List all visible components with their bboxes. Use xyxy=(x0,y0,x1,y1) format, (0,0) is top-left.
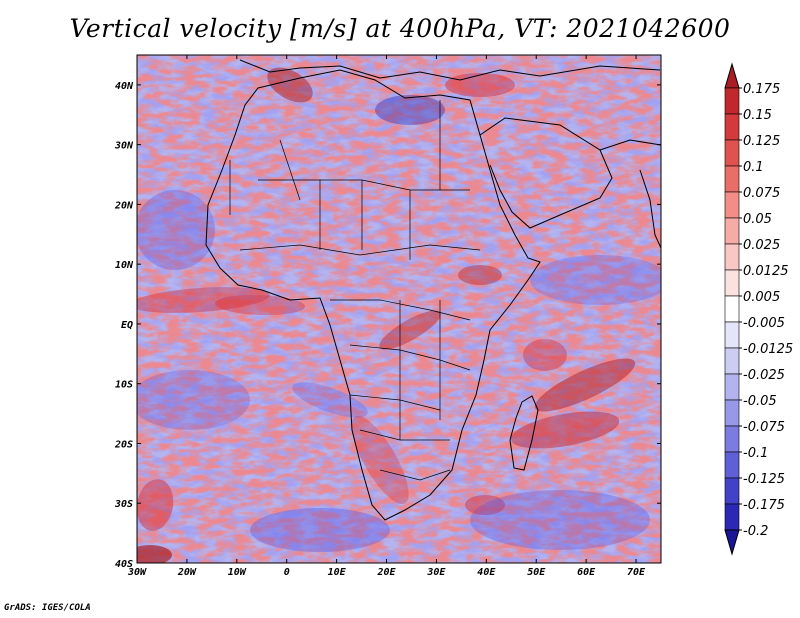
y-tick-label: 20S xyxy=(114,439,133,450)
field-patch xyxy=(375,95,445,125)
colorbar-label: -0.1 xyxy=(743,446,768,461)
field-patch xyxy=(470,490,650,550)
ascent-texture xyxy=(137,55,661,563)
y-tick-label: EQ xyxy=(121,320,133,331)
y-tick-label: 30S xyxy=(114,499,133,510)
country-borders xyxy=(229,100,481,481)
field-patch xyxy=(292,382,368,418)
madagascar xyxy=(509,395,539,471)
colorbar-box xyxy=(724,191,740,219)
colorbar-min-triangle xyxy=(724,529,740,556)
x-tick-label: 20E xyxy=(376,567,396,578)
europe-coast xyxy=(239,59,661,81)
colorbar-box xyxy=(724,477,740,505)
colorbar-label: 0.175 xyxy=(743,82,780,97)
y-tick-label: 10N xyxy=(115,260,134,271)
colorbar-box xyxy=(724,347,740,375)
y-tick-label: 40N xyxy=(115,81,134,92)
y-tick-label: 40S xyxy=(115,559,133,570)
velocity-field xyxy=(137,55,661,563)
field-patch xyxy=(523,339,567,371)
colorbar-box xyxy=(724,399,740,427)
colorbar-box xyxy=(724,165,740,193)
field-patch xyxy=(458,265,502,285)
field-patch xyxy=(445,73,515,97)
field-patch xyxy=(379,310,441,350)
colorbar-max-triangle xyxy=(724,62,740,89)
field-patch xyxy=(137,545,172,563)
field-patch xyxy=(351,415,409,505)
x-tick-label: 30E xyxy=(426,567,446,578)
colorbar-box xyxy=(724,295,740,323)
field-patch xyxy=(137,287,270,313)
x-tick-label: 20W xyxy=(177,567,197,578)
x-tick-label: 10E xyxy=(328,567,347,578)
colorbar-box xyxy=(724,451,740,479)
colorbar-label: -0.0125 xyxy=(743,342,793,357)
colorbar-box xyxy=(724,269,740,297)
credit-label: GrADS: IGES/COLA xyxy=(4,603,91,613)
colorbar-legend: 0.175 0.15 0.125 0.1 0.075 0.05 0.025 0.0125 0.0… xyxy=(724,62,793,556)
colorbar-label: 0.125 xyxy=(743,134,780,149)
colorbar-box xyxy=(724,243,740,271)
india-coast xyxy=(639,169,661,249)
map-frame xyxy=(136,54,662,564)
field-patch xyxy=(530,255,661,305)
colorbar-label: -0.05 xyxy=(743,394,777,409)
colorbar-box xyxy=(724,373,740,401)
x-tick-label: 70E xyxy=(627,567,646,578)
x-tick-label: 10W xyxy=(228,567,247,578)
colorbar-label: 0.025 xyxy=(743,238,780,253)
colorbar-box xyxy=(724,425,740,453)
colorbar-box xyxy=(724,139,740,167)
x-axis-ticks: 30W 20W 10W 0 10E 20E 30E 40E 50E 60E 70E xyxy=(127,55,646,578)
colorbar-label: 0.15 xyxy=(743,108,772,123)
field-patch xyxy=(137,190,215,270)
colorbar-label: 0.1 xyxy=(743,160,764,175)
y-tick-label: 30N xyxy=(114,141,134,152)
field-patch xyxy=(137,370,250,430)
field-patch xyxy=(137,479,174,531)
x-tick-label: 0 xyxy=(284,567,290,578)
chart-title: Vertical velocity [m/s] at 400hPa, VT: 2… xyxy=(69,14,731,43)
iran-coast xyxy=(599,139,661,151)
field-patch xyxy=(465,495,505,515)
colorbar-box xyxy=(724,321,740,349)
colorbar-label: -0.125 xyxy=(743,472,785,487)
x-tick-label: 60E xyxy=(577,567,596,578)
colorbar-label: 0.075 xyxy=(743,186,780,201)
y-tick-label: 20N xyxy=(114,200,134,211)
colorbar-label: -0.175 xyxy=(743,498,785,513)
colorbar-label: -0.025 xyxy=(743,368,785,383)
coastlines xyxy=(205,59,661,521)
feature-patches xyxy=(137,67,661,563)
colorbar-box xyxy=(724,217,740,245)
field-patch xyxy=(267,67,313,103)
field-patch xyxy=(534,358,636,412)
field-patch xyxy=(250,508,390,552)
colorbar-label: 0.05 xyxy=(743,212,772,227)
africa-coastline xyxy=(205,69,541,521)
colorbar-label: 0.0125 xyxy=(743,264,789,279)
colorbar-box xyxy=(724,87,740,115)
colorbar-box xyxy=(724,113,740,141)
x-tick-label: 50E xyxy=(527,567,546,578)
colorbar-label: -0.005 xyxy=(743,316,785,331)
arabian-peninsula xyxy=(479,117,613,229)
colorbar-box xyxy=(724,503,740,531)
x-tick-label: 40E xyxy=(477,567,496,578)
colorbar-label: 0.005 xyxy=(743,290,780,305)
field-patch xyxy=(215,294,305,316)
x-tick-label: 30W xyxy=(127,567,147,578)
colorbar-label: -0.2 xyxy=(743,524,768,539)
colorbar-label: -0.075 xyxy=(743,420,785,435)
field-patch xyxy=(510,411,620,449)
y-tick-label: 10S xyxy=(115,380,133,391)
y-axis-ticks: 40N 30N 20N 10N EQ 10S 20S 30S 40S xyxy=(114,81,661,570)
